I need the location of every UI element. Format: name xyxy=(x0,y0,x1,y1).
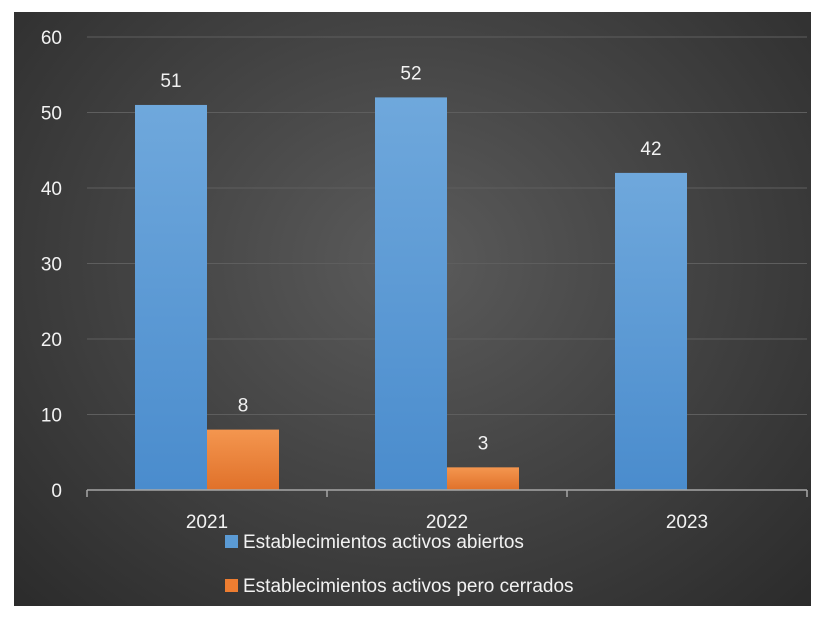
bar-abiertos-2022 xyxy=(375,97,447,491)
bar-abiertos-2023 xyxy=(615,172,687,490)
y-tick-label: 30 xyxy=(41,255,62,276)
bar-abiertos-2021 xyxy=(135,104,207,490)
x-tick-label: 2023 xyxy=(666,512,708,533)
legend: Establecimientos activos abiertos Estable… xyxy=(225,532,574,597)
x-tick-label: 2022 xyxy=(426,512,468,533)
bar-cerrados-2021 xyxy=(207,429,279,490)
y-tick-label: 0 xyxy=(51,481,62,502)
y-tick-label: 60 xyxy=(41,28,62,49)
legend-swatch xyxy=(225,579,238,592)
y-tick-label: 50 xyxy=(41,104,62,125)
y-tick-label: 20 xyxy=(41,330,62,351)
data-label: 42 xyxy=(640,139,661,160)
data-label: 8 xyxy=(238,396,249,417)
x-tick-label: 2021 xyxy=(186,512,228,533)
legend-label: Establecimientos activos abiertos xyxy=(243,532,524,553)
bar-cerrados-2022 xyxy=(447,467,519,490)
data-label: 51 xyxy=(160,71,181,92)
legend-swatch xyxy=(225,535,238,548)
y-tick-label: 10 xyxy=(41,406,62,427)
data-labels: 51 8 52 3 42 xyxy=(160,63,661,454)
data-label: 3 xyxy=(478,433,489,454)
x-axis: 2021 2022 2023 xyxy=(86,489,808,533)
y-axis: 0 10 20 30 40 50 60 xyxy=(41,28,62,502)
legend-label: Establecimientos activos pero cerrados xyxy=(243,576,574,597)
data-label: 52 xyxy=(400,63,421,84)
bars xyxy=(135,97,687,491)
y-tick-label: 40 xyxy=(41,179,62,200)
